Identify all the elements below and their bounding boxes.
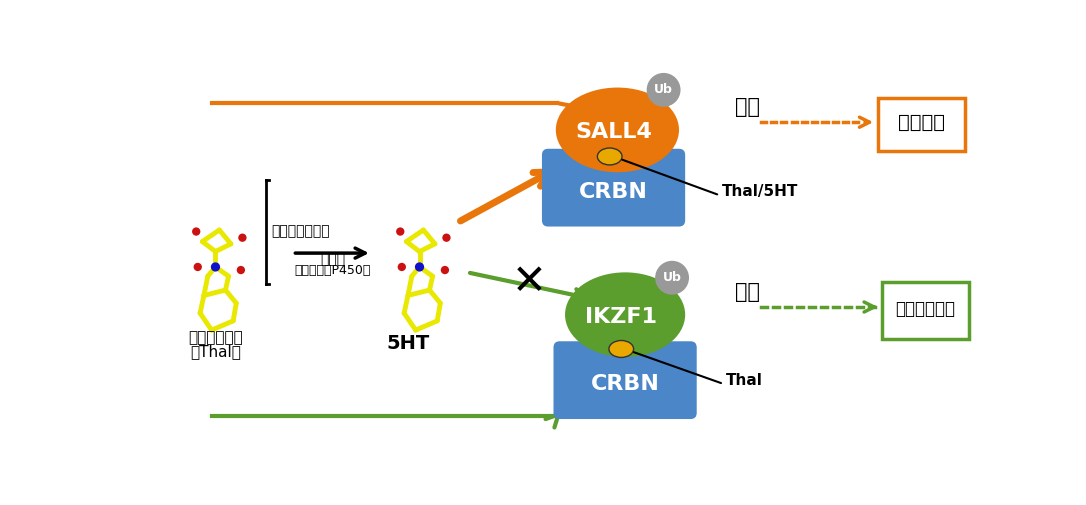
Circle shape [646,73,681,107]
Text: （Thal）: （Thal） [190,344,241,359]
Ellipse shape [609,340,633,358]
Ellipse shape [597,148,622,165]
Text: Ub: Ub [654,83,673,96]
Text: ✕: ✕ [512,261,546,302]
Text: 催奇形性: 催奇形性 [898,113,945,132]
FancyBboxPatch shape [542,149,685,227]
Circle shape [238,233,247,242]
Circle shape [442,233,451,242]
FancyBboxPatch shape [554,341,697,419]
Text: CRBN: CRBN [591,374,659,394]
Circle shape [655,261,689,295]
Text: Ub: Ub [662,271,682,284]
FancyBboxPatch shape [879,97,964,150]
Text: 分解: 分解 [735,282,760,301]
FancyBboxPatch shape [882,282,969,339]
Text: IKZF1: IKZF1 [585,307,657,327]
Circle shape [415,262,425,272]
Circle shape [396,227,404,236]
Text: （シトクロP450）: （シトクロP450） [294,264,370,277]
Text: フタルイミド環: フタルイミド環 [272,225,330,238]
Ellipse shape [556,87,679,172]
Text: 水酸化: 水酸化 [320,252,345,266]
Text: Thal: Thal [725,373,762,388]
Ellipse shape [565,272,685,357]
Circle shape [193,263,202,271]
Text: 分解: 分解 [735,97,760,117]
Circle shape [397,263,406,271]
Circle shape [192,227,201,236]
Text: 免疫調節作用: 免疫調節作用 [895,300,956,318]
Circle shape [237,266,245,274]
Text: Thal/5HT: Thal/5HT [722,184,798,199]
Text: 5HT: 5HT [387,334,430,352]
Circle shape [211,262,220,272]
Text: SALL4: SALL4 [576,122,652,142]
Text: CRBN: CRBN [579,181,648,201]
Text: サリドマイド: サリドマイド [188,330,243,345]
Circle shape [441,266,450,274]
